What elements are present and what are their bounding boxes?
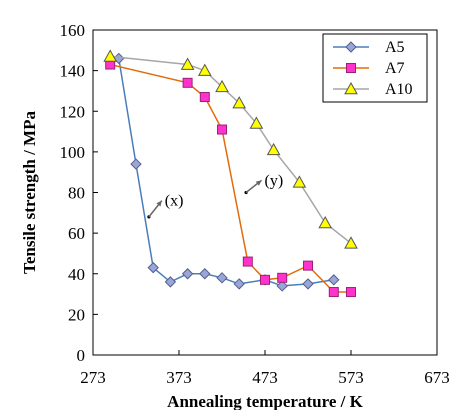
legend-marker-a5: [345, 41, 357, 53]
x-tick-label: 273: [80, 368, 106, 387]
data-point-a10: [103, 49, 118, 62]
data-point-a7: [277, 272, 288, 283]
y-tick-label: 0: [77, 346, 86, 365]
y-tick-label: 120: [60, 102, 86, 121]
x-tick-label: 673: [424, 368, 450, 387]
x-tick-label: 573: [338, 368, 364, 387]
annotation-arrowhead: [255, 180, 262, 186]
data-point-a5: [328, 274, 340, 286]
data-point-a5: [276, 280, 288, 292]
data-point-a7: [217, 124, 227, 135]
data-point-a7: [199, 92, 210, 103]
data-point-a10: [292, 175, 307, 188]
series-line-a10: [110, 55, 352, 244]
data-point-a5: [130, 158, 142, 170]
y-axis-ticks: 0 20 40 60 80 100 120 140 160: [60, 21, 98, 365]
x-axis-title: Annealing temperature / K: [167, 392, 363, 410]
data-point-a5: [164, 276, 177, 288]
y-tick-label: 40: [68, 265, 85, 284]
y-tick-label: 60: [68, 224, 85, 243]
data-point-a7: [260, 274, 270, 285]
data-point-a7: [328, 287, 339, 298]
data-point-a5: [302, 278, 314, 290]
legend-item-a10: A10: [333, 81, 413, 98]
y-tick-label: 140: [60, 62, 86, 81]
y-tick-label: 160: [60, 21, 86, 40]
legend-item-a7: A7: [333, 60, 405, 77]
series-line-a7: [110, 63, 351, 293]
legend-label: A7: [385, 60, 405, 77]
data-point-a10: [344, 236, 358, 249]
annotations: (x) (y): [147, 172, 284, 219]
y-tick-label: 100: [60, 143, 86, 162]
legend-item-a5: A5: [333, 39, 405, 56]
data-point-a7: [303, 260, 313, 271]
legend-label: A5: [385, 39, 405, 56]
y-axis-title: Tensile strength / MPa: [20, 111, 39, 274]
series-a7: [105, 59, 356, 298]
legend: A5 A7 A10: [322, 33, 428, 103]
data-point-a7: [242, 256, 253, 267]
legend-label: A10: [385, 81, 413, 98]
legend-marker-a7: [346, 63, 356, 73]
data-point-a10: [215, 79, 229, 93]
data-point-a10: [266, 142, 281, 156]
data-point-a5: [216, 272, 228, 284]
data-point-a10: [318, 215, 333, 229]
x-tick-label: 373: [166, 368, 192, 387]
data-point-a7: [346, 287, 356, 298]
y-tick-label: 20: [68, 305, 85, 324]
annotation-arrowhead: [156, 200, 162, 207]
legend-marker-a10: [344, 81, 358, 95]
data-point-a10: [232, 96, 247, 109]
x-axis-ticks: 273 373 473 573 673: [80, 350, 450, 387]
data-point-a5: [181, 268, 194, 280]
series-layer: [103, 49, 358, 298]
data-point-a10: [197, 63, 212, 76]
y-tick-label: 80: [68, 184, 85, 203]
annotation-label: (y): [265, 172, 284, 189]
data-point-a10: [249, 116, 264, 129]
data-point-a10: [180, 57, 195, 70]
data-point-a5: [147, 261, 159, 274]
x-tick-label: 473: [252, 368, 278, 387]
data-point-a7: [182, 77, 193, 88]
annotation-label: (x): [165, 193, 184, 210]
data-point-a5: [113, 52, 125, 65]
data-point-a5: [233, 278, 245, 290]
data-point-a5: [199, 268, 211, 280]
series-a10: [103, 49, 358, 249]
series-line-a5: [110, 57, 334, 287]
